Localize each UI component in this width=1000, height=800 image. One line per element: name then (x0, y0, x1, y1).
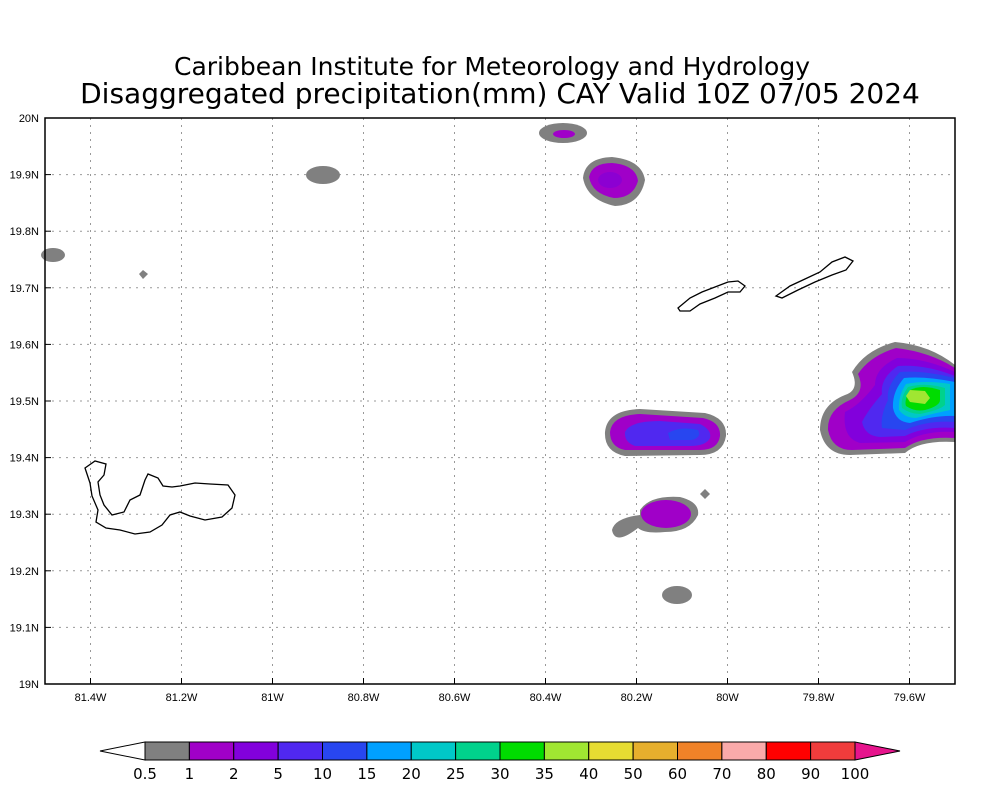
lat-tick-label: 19.6N (10, 339, 39, 351)
lat-tick-label: 20N (19, 113, 39, 125)
little-cayman-island (677, 280, 746, 312)
precip-cell (41, 248, 65, 262)
colorbar-swatch (588, 741, 634, 761)
colorbar-swatch (188, 741, 235, 761)
colorbar-label: 10 (313, 765, 332, 783)
lon-tick-label: 80W (716, 692, 739, 704)
colorbar-label: 90 (801, 765, 820, 783)
colorbar-below-arrow (99, 741, 146, 761)
precip-cell (906, 390, 930, 404)
title-line-2: Disaggregated precipitation(mm) CAY Vali… (80, 77, 920, 110)
colorbar-label: 100 (841, 765, 870, 783)
axis-ticks: 81.4W 81.2W 81W 80.8W 80.6W 80.4W 80.2W 80W 79.8… (10, 113, 926, 704)
colorbar-label: 5 (273, 765, 283, 783)
precip-cell (668, 428, 700, 440)
colorbar-swatch (721, 741, 767, 761)
colorbar-swatch (632, 741, 678, 761)
colorbar-label: 1 (185, 765, 195, 783)
colorbar-label: 2 (229, 765, 239, 783)
grand-cayman-island (84, 460, 236, 535)
colorbar-legend: 0.5 1 2 5 10 15 20 25 30 35 40 50 60 70 80 90 100 (99, 741, 901, 783)
lat-tick-label: 19.5N (10, 396, 39, 408)
lon-tick-label: 81W (261, 692, 284, 704)
precip-cell (306, 166, 340, 184)
colorbar-swatch (677, 741, 723, 761)
precipitation-fields (41, 123, 955, 604)
colorbar-above-arrow (854, 741, 901, 761)
colorbar-label: 25 (446, 765, 465, 783)
title-line-1: Caribbean Institute for Meteorology and … (174, 52, 810, 81)
colorbar-swatch (233, 741, 279, 761)
colorbar-label: 20 (402, 765, 421, 783)
colorbar-label: 30 (490, 765, 509, 783)
lat-tick-label: 19.2N (10, 566, 39, 578)
lat-tick-label: 19.4N (10, 453, 39, 465)
precip-cell (139, 270, 148, 279)
lon-tick-label: 80.2W (621, 692, 653, 704)
colorbar-swatch (499, 741, 545, 761)
colorbar-label: 60 (668, 765, 687, 783)
colorbar-swatch (410, 741, 457, 761)
cayman-brac-island (774, 256, 854, 299)
colorbar-swatch (765, 741, 812, 761)
colorbar-label: 0.5 (133, 765, 157, 783)
precip-cell (553, 130, 575, 138)
colorbar-swatch (277, 741, 323, 761)
lat-tick-label: 19.7N (10, 283, 39, 295)
lon-tick-label: 80.6W (439, 692, 471, 704)
colorbar-label: 80 (757, 765, 776, 783)
lon-tick-label: 79.6W (894, 692, 926, 704)
colorbar-swatch (455, 741, 501, 761)
colorbar-swatch (322, 741, 368, 761)
colorbar-label: 40 (579, 765, 598, 783)
precip-cell (662, 586, 692, 604)
precip-cell (700, 489, 710, 499)
lon-tick-label: 81.2W (166, 692, 198, 704)
lon-tick-label: 80.4W (530, 692, 562, 704)
colorbar-label: 50 (624, 765, 643, 783)
colorbar-label: 15 (357, 765, 376, 783)
lat-tick-label: 19.1N (10, 622, 39, 634)
colorbar-label: 35 (535, 765, 554, 783)
lat-tick-label: 19.9N (10, 170, 39, 182)
lon-tick-label: 79.8W (803, 692, 835, 704)
lon-tick-label: 80.8W (348, 692, 380, 704)
coastlines (84, 256, 854, 535)
colorbar-swatch (810, 741, 856, 761)
colorbar-label: 70 (712, 765, 731, 783)
grid-lines (45, 117, 955, 685)
lat-tick-label: 19.8N (10, 226, 39, 238)
lat-tick-label: 19.3N (10, 509, 39, 521)
colorbar-swatch (366, 741, 412, 761)
colorbar-swatch (543, 741, 590, 761)
colorbar-swatch (144, 741, 190, 761)
precip-cell (598, 172, 622, 188)
lat-tick-label: 19N (19, 679, 39, 691)
precip-cell (641, 500, 691, 528)
lon-tick-label: 81.4W (75, 692, 107, 704)
